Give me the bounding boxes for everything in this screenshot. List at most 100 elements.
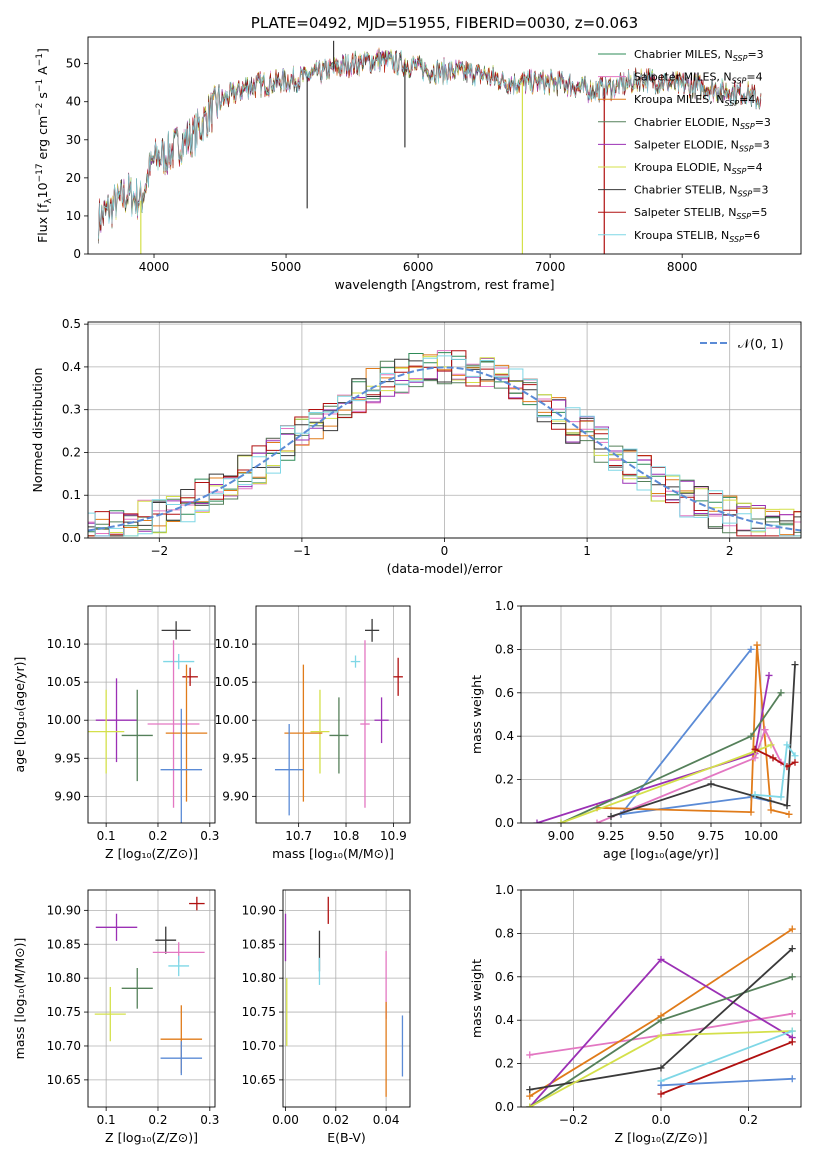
weight-marker-kroupa_stelib — [783, 741, 791, 749]
legend-sub: SSP — [729, 235, 744, 244]
legend-label: Chabrier ELODIE, NSSP=3 — [634, 116, 771, 131]
weight-marker-chabrier_elodie — [657, 1016, 665, 1024]
x-tick-label: 2 — [726, 544, 734, 558]
legend-label: Kroupa MILES, NSSP=4 — [634, 93, 755, 108]
weight-marker-salpeter_miles — [761, 726, 769, 734]
y-tick-label: 10.05 — [47, 675, 81, 689]
x-tick-label: 0.02 — [322, 1113, 349, 1127]
x-tick-label: 4000 — [139, 260, 170, 274]
y-tick-label: 10.00 — [47, 713, 81, 727]
axes-mass_vs_ebv: 0.00 0.02 0.04 10.65 10.70 10.75 10.80 10.85 10.… — [242, 889, 411, 1145]
y-axis-label: Flux [fλ10−17 erg cm−2 s−1 A−1] — [35, 48, 54, 243]
weight-marker-chabrier_elodie — [788, 973, 796, 981]
weight-marker-kroupa_miles — [785, 810, 793, 818]
legend-text: Salpeter MILES, N — [634, 71, 732, 84]
legend-label-gaussian: 𝒩(0, 1) — [738, 336, 784, 351]
legend-sub: SSP — [724, 99, 739, 108]
y-axis-label: mass weight — [469, 675, 484, 754]
gaussian-curve — [87, 366, 802, 532]
x-tick-label: −0.2 — [559, 1113, 588, 1127]
legend-eq: =5 — [751, 206, 767, 219]
legend-label: Chabrier STELIB, NSSP=3 — [634, 184, 768, 199]
y-tick-label: 0.2 — [495, 1057, 514, 1071]
x-tick-label: 6000 — [403, 260, 434, 274]
x-tick-label: 10.00 — [744, 829, 778, 843]
weight-marker-salpeter_elodie — [765, 671, 773, 679]
weight-marker-kroupa_stelib — [777, 793, 785, 801]
chart-title: PLATE=0492, MJD=51955, FIBERID=0030, z=0… — [251, 14, 638, 32]
y-tick-label: 30 — [66, 133, 81, 147]
y-tick-label: 0.6 — [495, 686, 514, 700]
weight-marker-salpeter_miles — [751, 754, 759, 762]
histogram-chabrier_stelib — [88, 358, 801, 537]
x-tick-label: 0.1 — [97, 1113, 116, 1127]
legend-label: Salpeter MILES, NSSP=4 — [634, 71, 763, 86]
weight-marker-chabrier_stelib — [526, 1086, 534, 1094]
legend-label: Kroupa ELODIE, NSSP=4 — [634, 161, 763, 176]
weight-marker-chabrier_stelib — [607, 812, 615, 820]
weight-line-blue — [618, 648, 772, 816]
weight-marker-chabrier_stelib — [783, 802, 791, 810]
x-tick-label: −2 — [150, 544, 168, 558]
axes-mass_vs_Z: 0.1 0.2 0.3 10.65 10.70 10.75 10.80 10.85 10.90 Z… — [12, 889, 219, 1145]
y-axis-label: Normed distribution — [30, 368, 45, 493]
legend-text: Salpeter ELODIE, N — [634, 138, 739, 151]
axes-residuals: −2 −1 0 1 2 0.0 0.1 0.2 0.3 0.4 0.5 (data-model)/er… — [30, 317, 802, 576]
weight-marker-salpeter_stelib — [657, 1090, 665, 1098]
y-tick-label: 10.85 — [242, 937, 276, 951]
y-tick-label: 0.8 — [495, 642, 514, 656]
weight-marker-salpeter_miles — [526, 1051, 534, 1059]
legend-sub: SSP — [733, 54, 748, 63]
legend-eq: =4 — [739, 93, 755, 106]
weight-line-kroupa_stelib — [660, 1030, 793, 1082]
y-label-part: −1 — [35, 53, 45, 66]
axes-frame-age_vs_Z — [87, 605, 216, 824]
weight-marker-salpeter_elodie — [533, 819, 541, 823]
legend-sub: SSP — [736, 212, 751, 221]
x-tick-label: 10.9 — [380, 829, 407, 843]
weight-marker-salpeter_miles — [788, 1010, 796, 1018]
y-tick-label: 0.0 — [62, 531, 81, 545]
y-tick-label: 0.4 — [62, 360, 81, 374]
x-axis-label: age [log₁₀(age/yr)] — [603, 846, 719, 861]
legend-text: Kroupa STELIB, N — [634, 229, 729, 242]
weight-marker-salpeter_miles — [593, 819, 601, 823]
y-tick-label: 50 — [66, 57, 81, 71]
weight-marker-kroupa_miles — [788, 925, 796, 933]
x-axis-label: Z [log₁₀(Z/Z⊙)] — [615, 1130, 708, 1145]
weight-line-kroupa_stelib — [754, 742, 796, 798]
x-tick-label: 10.7 — [285, 829, 312, 843]
x-tick-label: 7000 — [535, 260, 566, 274]
x-tick-label: 9.00 — [548, 829, 575, 843]
y-tick-label: 10.85 — [47, 937, 81, 951]
legend-eq: =3 — [755, 116, 771, 129]
weight-marker-salpeter_stelib — [791, 758, 799, 766]
spectrum-line-kroupa_stelib — [98, 50, 762, 239]
y-tick-label: 10.05 — [215, 675, 249, 689]
axes-frame-massweight_vs_Z — [520, 889, 802, 1108]
histogram-kroupa_stelib — [88, 355, 801, 537]
y-label-part: −17 — [35, 163, 45, 182]
weight-marker-kroupa_stelib — [788, 1027, 796, 1035]
x-tick-label: 0.1 — [97, 829, 116, 843]
legend-sub: SSP — [732, 167, 747, 176]
y-label-part: ] — [35, 48, 50, 53]
y-label-part: Flux [f — [35, 203, 50, 243]
y-label-part: 10 — [35, 182, 50, 198]
x-tick-label: 9.25 — [598, 829, 625, 843]
x-axis-label: E(B-V) — [327, 1130, 366, 1145]
y-tick-label: 9.95 — [54, 751, 81, 765]
legend-label: Salpeter STELIB, NSSP=5 — [634, 206, 767, 221]
x-tick-label: 1 — [583, 544, 591, 558]
y-tick-label: 10 — [66, 209, 81, 223]
weight-marker-kroupa_stelib — [791, 752, 799, 760]
x-tick-label: 0.00 — [272, 1113, 299, 1127]
x-axis-label: (data-model)/error — [387, 561, 504, 576]
y-label-part: erg cm — [35, 116, 50, 164]
y-tick-label: 10.80 — [47, 971, 81, 985]
weight-marker-chabrier_stelib — [657, 1064, 665, 1072]
x-tick-label: 0.04 — [373, 1113, 400, 1127]
y-tick-label: 10.70 — [242, 1039, 276, 1053]
histogram-kroupa_miles — [88, 354, 801, 537]
